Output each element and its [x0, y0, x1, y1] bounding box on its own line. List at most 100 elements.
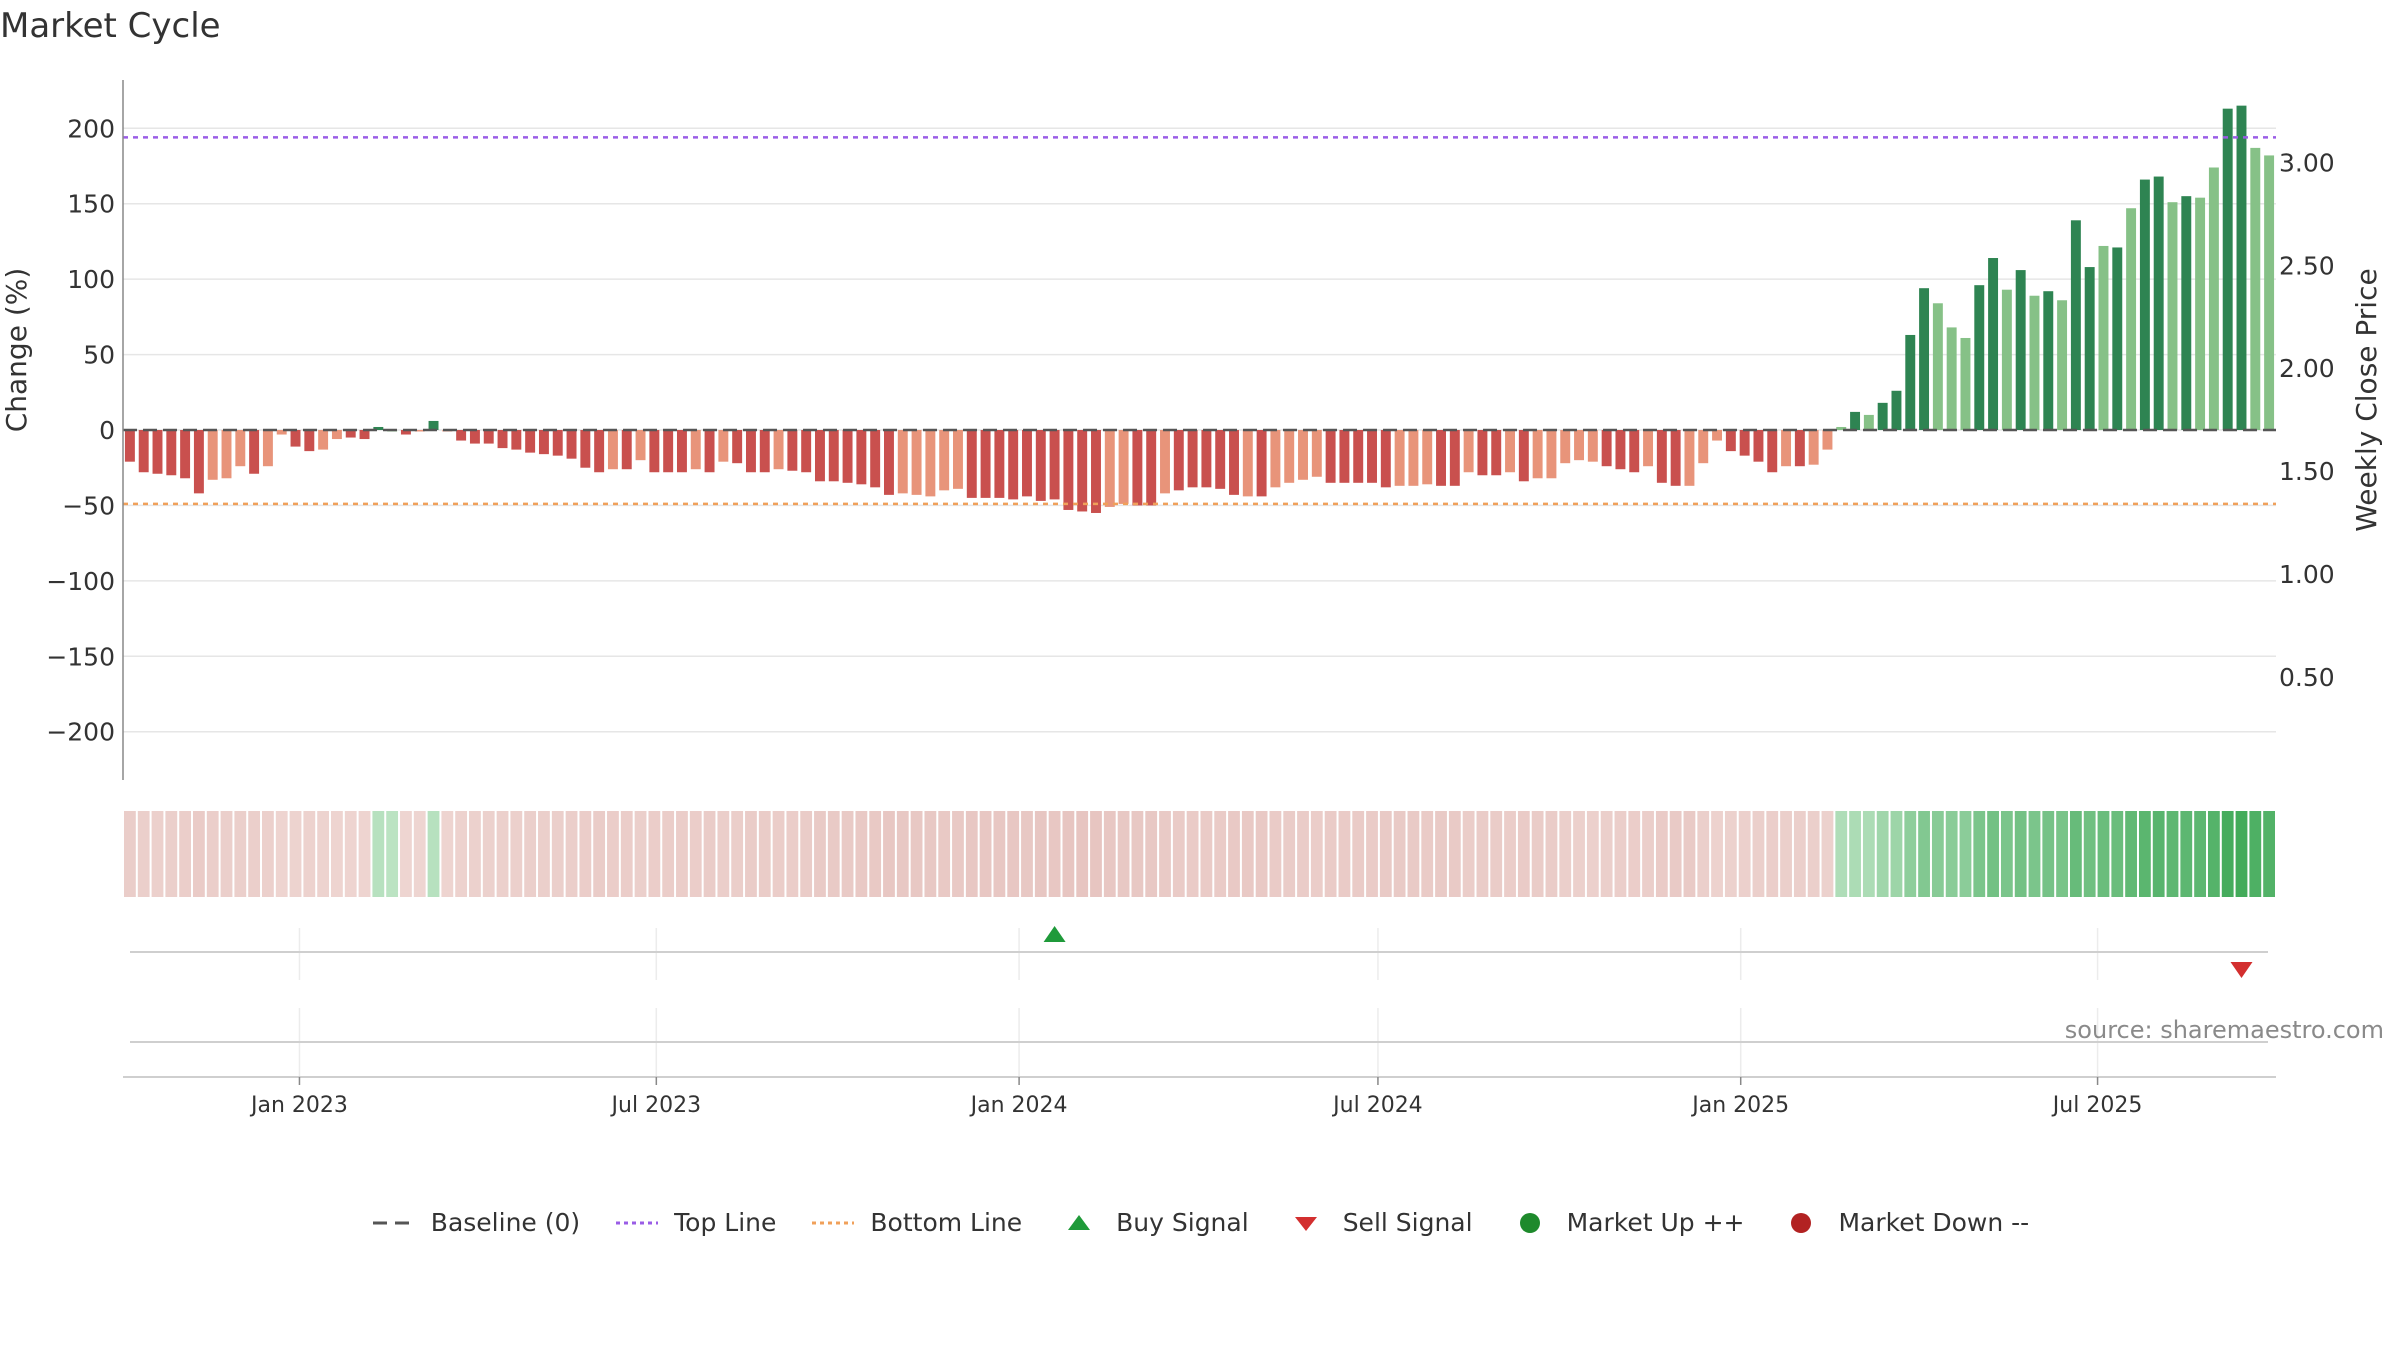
x-tick-label: Jan 2025: [1690, 1093, 1789, 1118]
change-bar: [304, 430, 315, 452]
legend-label: Market Up ++: [1566, 1208, 1745, 1237]
change-bar: [1891, 390, 1902, 430]
strength-cell: [883, 811, 895, 897]
change-bar: [373, 426, 384, 430]
strength-cell: [2111, 811, 2124, 897]
strength-cell: [2042, 811, 2055, 897]
y-tick-label: −150: [46, 642, 115, 671]
legend-item: Bottom Line: [810, 1208, 1022, 1237]
change-bar: [1643, 430, 1654, 467]
change-bar: [745, 430, 756, 473]
legend-label: Buy Signal: [1116, 1208, 1249, 1237]
change-bar: [1629, 430, 1640, 473]
change-bar: [2208, 167, 2219, 430]
change-bar: [2001, 289, 2012, 430]
change-bar: [2043, 291, 2054, 430]
strength-cell: [648, 811, 661, 897]
strength-cell: [620, 811, 633, 897]
change-bar: [414, 430, 425, 432]
strength-cell: [1752, 811, 1765, 897]
strength-cell: [1945, 811, 1958, 897]
change-bar: [1104, 430, 1115, 507]
strength-cell: [1007, 811, 1020, 897]
legend-label: Top Line: [674, 1208, 777, 1237]
legend-item: Market Down --: [1778, 1208, 2029, 1237]
legend-item: Market Up ++: [1507, 1208, 1745, 1237]
change-bar: [1160, 430, 1170, 494]
strength-cell: [386, 811, 399, 897]
strength-cell: [965, 811, 978, 897]
strength-cell: [1793, 811, 1806, 897]
change-bar: [1684, 430, 1695, 486]
y2-tick-label: 2.50: [2279, 251, 2335, 280]
strength-cell: [455, 811, 468, 897]
strength-cell: [358, 811, 371, 897]
strength-cell: [896, 811, 909, 897]
change-bar: [580, 430, 591, 468]
strength-cell: [1324, 811, 1337, 897]
strength-cell: [1421, 811, 1434, 897]
strength-cell: [1559, 811, 1572, 897]
strength-cell: [248, 811, 261, 897]
change-bar: [1394, 430, 1405, 486]
change-bar: [1077, 430, 1088, 512]
strength-cell: [1090, 811, 1102, 897]
strength-cell: [1669, 811, 1682, 897]
change-bar: [1919, 288, 1930, 430]
strength-cell: [1228, 811, 1240, 897]
change-bar: [2222, 108, 2233, 431]
grid-lines: [123, 127, 2276, 733]
x-tick-label: Jan 2023: [249, 1093, 348, 1118]
change-bar: [1974, 285, 1985, 430]
strength-cell: [1517, 811, 1530, 897]
change-bar: [221, 430, 232, 479]
strength-cell: [758, 811, 771, 897]
strength-cell: [1807, 811, 1820, 897]
change-bar: [2153, 176, 2164, 430]
strength-cell: [731, 811, 744, 897]
change-bar: [939, 430, 950, 491]
legend-item: Top Line: [614, 1208, 776, 1237]
change-bar: [1670, 430, 1681, 486]
change-bar: [814, 430, 825, 482]
strength-cell: [1241, 811, 1254, 897]
change-bar: [621, 430, 632, 470]
change-bar: [1284, 430, 1295, 483]
change-bar: [856, 430, 867, 485]
circle-icon: [1791, 1212, 1812, 1233]
change-bar: [1725, 430, 1736, 452]
change-bar: [1518, 430, 1529, 482]
strength-cell: [2069, 811, 2082, 897]
chart-legend: Baseline (0) Top Line Bottom Line Buy Signa…: [0, 1208, 2400, 1237]
change-bar: [1477, 430, 1488, 476]
change-bar: [2029, 295, 2040, 430]
strength-cell: [1724, 811, 1737, 897]
y2-tick-label: 2.00: [2279, 354, 2335, 383]
change-bar: [1408, 430, 1419, 486]
change-bar: [980, 430, 991, 498]
strength-cell: [607, 811, 619, 897]
strength-cell: [317, 811, 330, 897]
change-bar: [262, 430, 273, 467]
change-bar: [676, 430, 687, 473]
strength-cell: [2000, 811, 2013, 897]
change-bar: [1215, 430, 1226, 489]
strength-cell: [1448, 811, 1461, 897]
change-bar: [1491, 430, 1502, 476]
change-bar: [718, 430, 729, 462]
change-bar: [1863, 414, 1874, 430]
y-tick-label: 0: [99, 416, 115, 445]
strength-cell: [1766, 811, 1779, 897]
y-tick-label: 200: [67, 114, 115, 143]
change-bar: [1201, 430, 1212, 488]
axes: 200 150 100 50 0 −50 −100 −150 −200 3.00 2.50 2.00 1…: [0, 80, 2383, 780]
change-bar: [966, 430, 977, 498]
strength-cell: [1697, 811, 1710, 897]
change-bar: [1008, 430, 1019, 500]
legend-label: Baseline (0): [430, 1208, 581, 1237]
strength-cell: [303, 811, 316, 897]
strength-cell: [1711, 811, 1723, 897]
strength-cell: [772, 811, 785, 897]
change-bar: [552, 430, 563, 456]
change-bar: [1532, 430, 1543, 479]
